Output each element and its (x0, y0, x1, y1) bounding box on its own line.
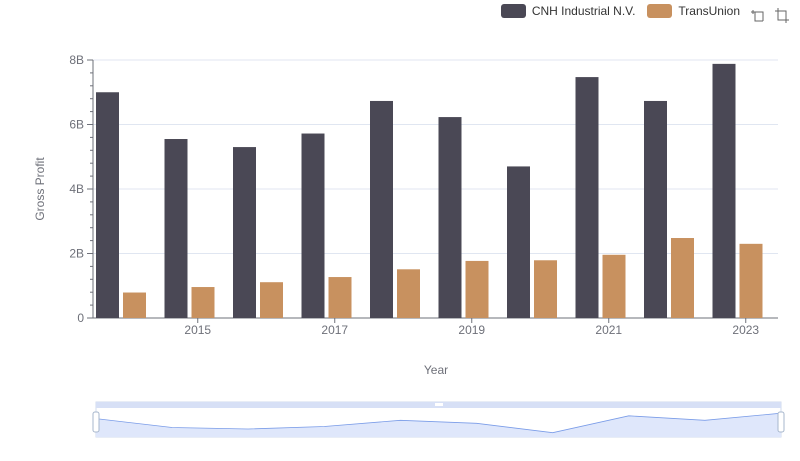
zoom-handle-left[interactable] (92, 411, 100, 433)
zoom-handle-right[interactable] (777, 411, 785, 433)
bar (739, 243, 763, 318)
bar (370, 100, 393, 319)
x-tick-label: 2023 (732, 323, 759, 337)
bar (301, 133, 325, 318)
bar (534, 260, 557, 318)
legend-swatch (647, 4, 673, 18)
bar (397, 269, 420, 318)
zoom-icon[interactable] (750, 7, 766, 23)
zoom-preview-line (95, 412, 782, 434)
y-tick-label: 6B (69, 118, 84, 132)
bar (602, 254, 626, 318)
restore-icon[interactable] (774, 7, 790, 23)
bar (96, 92, 119, 318)
bar (507, 166, 530, 318)
toolbox (750, 7, 790, 23)
zoom-preview-area (96, 413, 781, 437)
x-axis-label: Year (424, 363, 448, 377)
legend: CNH Industrial N.V. TransUnion (500, 4, 740, 18)
bar (328, 277, 352, 318)
legend-item-cnh[interactable]: CNH Industrial N.V. (500, 4, 636, 18)
legend-label: TransUnion (678, 4, 740, 18)
x-tick-label: 2015 (184, 323, 211, 337)
x-tick-label: 2019 (458, 323, 485, 337)
legend-item-transunion[interactable]: TransUnion (647, 4, 740, 18)
data-zoom-slider[interactable] (92, 401, 785, 438)
bar (465, 260, 489, 318)
bars (96, 63, 763, 319)
bar (671, 238, 694, 318)
legend-swatch (500, 4, 526, 18)
y-tick-label: 0 (77, 311, 84, 325)
x-tick-label: 2021 (595, 323, 622, 337)
zoom-grip (435, 403, 443, 406)
y-tick-label: 8B (69, 53, 84, 67)
x-axis: 2015 2017 2019 2021 2023 (93, 317, 778, 337)
bar (233, 147, 256, 318)
bar (575, 77, 599, 318)
y-axis: 0 2B 4B 6B 8B (69, 53, 94, 325)
legend-label: CNH Industrial N.V. (531, 4, 636, 18)
bar (191, 287, 215, 318)
bar (164, 139, 188, 318)
grid-lines (93, 59, 778, 254)
bar (123, 292, 146, 318)
bar (644, 100, 667, 319)
y-tick-label: 2B (69, 247, 84, 261)
bar (438, 117, 462, 319)
bar (260, 282, 283, 318)
y-axis-label: Gross Profit (33, 157, 47, 221)
bar (712, 63, 736, 319)
x-tick-label: 2017 (321, 323, 348, 337)
y-tick-label: 4B (69, 182, 84, 196)
